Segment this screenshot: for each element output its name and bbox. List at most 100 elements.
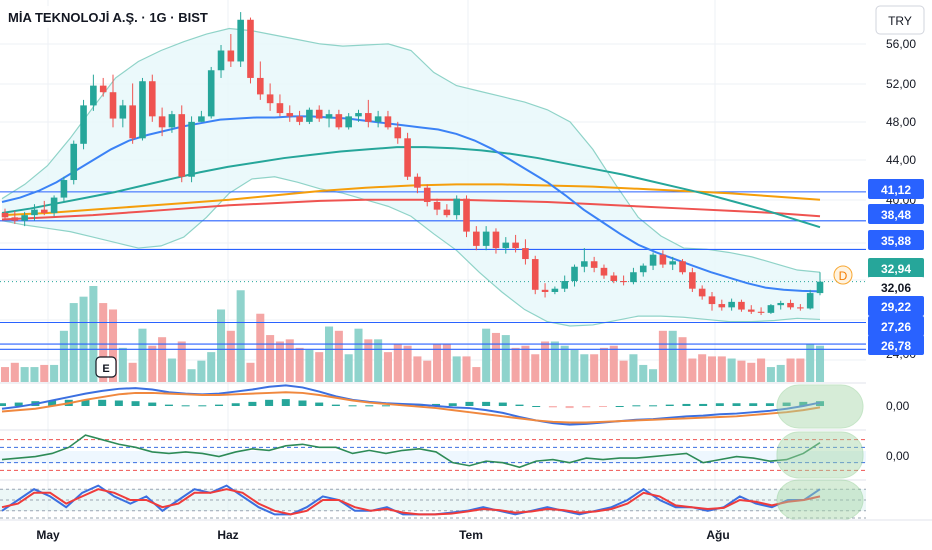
candle-body	[551, 288, 559, 292]
candle-body	[178, 114, 186, 177]
candle-body	[816, 281, 824, 294]
candle-body	[610, 275, 618, 282]
volume-bar	[344, 354, 353, 382]
candle-body	[797, 307, 804, 309]
candle-body	[649, 254, 657, 266]
candle-body	[40, 209, 48, 213]
volume-bar	[639, 364, 648, 382]
volume-bar	[619, 360, 628, 382]
candle-body	[129, 105, 136, 139]
volume-bar	[707, 356, 717, 382]
highlight-region	[776, 431, 864, 479]
x-tick-label: Ağu	[706, 528, 729, 542]
stochastic-line	[1, 488, 821, 516]
dividend-marker[interactable]: D	[833, 265, 853, 285]
volume-bar	[757, 358, 766, 382]
candle-body	[148, 81, 156, 117]
volume-bar	[89, 286, 98, 382]
volume-bar	[69, 303, 78, 382]
volume-bar	[138, 328, 147, 382]
macd-histogram-bar	[0, 403, 6, 406]
candle-body	[394, 127, 402, 139]
candle-body	[757, 311, 765, 313]
macd-histogram-bar	[331, 404, 340, 406]
volume-bar	[315, 352, 324, 382]
volume-bar	[325, 326, 334, 382]
volume-bar	[599, 347, 609, 382]
candle-body	[99, 85, 107, 93]
candle-body	[188, 121, 195, 177]
macd-histogram-bar	[532, 406, 541, 407]
volume-bar	[423, 360, 432, 382]
candle-body	[109, 92, 117, 119]
candle-body	[463, 198, 470, 232]
candle-body	[355, 113, 362, 117]
candle-body	[365, 113, 372, 122]
macd-histogram-bar	[181, 405, 190, 407]
candle-body	[679, 261, 686, 273]
band-upper	[1, 27, 821, 273]
volume-bar	[177, 341, 186, 382]
volume-bar	[521, 345, 530, 382]
time-axis: May Haz Tem Ağu	[0, 519, 932, 542]
price-label-box	[868, 204, 924, 224]
candle-body	[247, 19, 254, 78]
price-label: 35,88	[881, 234, 911, 248]
price-axis[interactable]: TRY 56,0052,0048,0044,0040,0024,000,000,…	[866, 0, 932, 550]
candle-body	[325, 114, 333, 119]
candle-body	[482, 231, 490, 246]
candle-body	[531, 259, 539, 290]
volume-bar	[275, 341, 284, 382]
candle-body	[198, 116, 205, 122]
volume-bar	[40, 364, 49, 382]
price-label: 41,12	[881, 183, 911, 197]
volume-bar	[462, 356, 471, 382]
volume-bar	[187, 369, 196, 382]
currency-badge[interactable]: TRY	[875, 5, 925, 35]
candle-body	[296, 116, 303, 122]
volume-bar	[531, 354, 540, 382]
candle-body	[227, 50, 235, 62]
macd-zero-label: 0,00	[886, 399, 910, 413]
dividend-marker-label: D	[839, 269, 848, 283]
macd-histogram-bar	[248, 401, 257, 406]
candle-body	[738, 301, 745, 310]
macd-histogram-bar	[765, 403, 774, 406]
macd-histogram-bar	[699, 403, 708, 406]
candle-body	[306, 109, 313, 122]
macd-histogram-bar	[381, 405, 390, 407]
volume-bar	[688, 358, 697, 382]
x-tick-label: May	[36, 528, 60, 542]
volume-bar	[629, 354, 638, 382]
volume-bar	[796, 358, 805, 382]
macd-histogram-bar	[665, 404, 674, 406]
macd-series-line	[1, 391, 821, 424]
ma-slow-red	[1, 198, 821, 221]
bollinger-band	[1, 27, 821, 327]
volume-bar	[197, 360, 206, 382]
earnings-marker[interactable]: E	[95, 356, 117, 378]
candle-body	[266, 94, 274, 104]
volume-bar	[0, 367, 10, 382]
volume-bar	[815, 345, 825, 382]
candle-body	[374, 116, 382, 122]
candle-body	[806, 293, 814, 309]
volume-bar	[570, 350, 579, 382]
volume-bar	[59, 330, 68, 382]
candle-body	[473, 231, 480, 246]
candle-body	[600, 267, 608, 276]
price-label: 32,94	[881, 262, 911, 276]
volume-bar	[30, 367, 39, 382]
macd-histogram-bar	[98, 399, 107, 406]
ma-slow-orange	[1, 183, 821, 217]
volume-bar	[452, 356, 461, 382]
candle-body	[630, 272, 637, 283]
candle-body	[639, 265, 647, 273]
chart-title: MİA TEKNOLOJİ A.Ş. · 1G · BIST	[8, 10, 208, 25]
candle-body	[453, 198, 460, 216]
macd-histogram-bar	[231, 403, 240, 406]
volume-bar	[737, 360, 746, 382]
candle-body	[423, 187, 431, 202]
candle-body	[31, 209, 38, 216]
